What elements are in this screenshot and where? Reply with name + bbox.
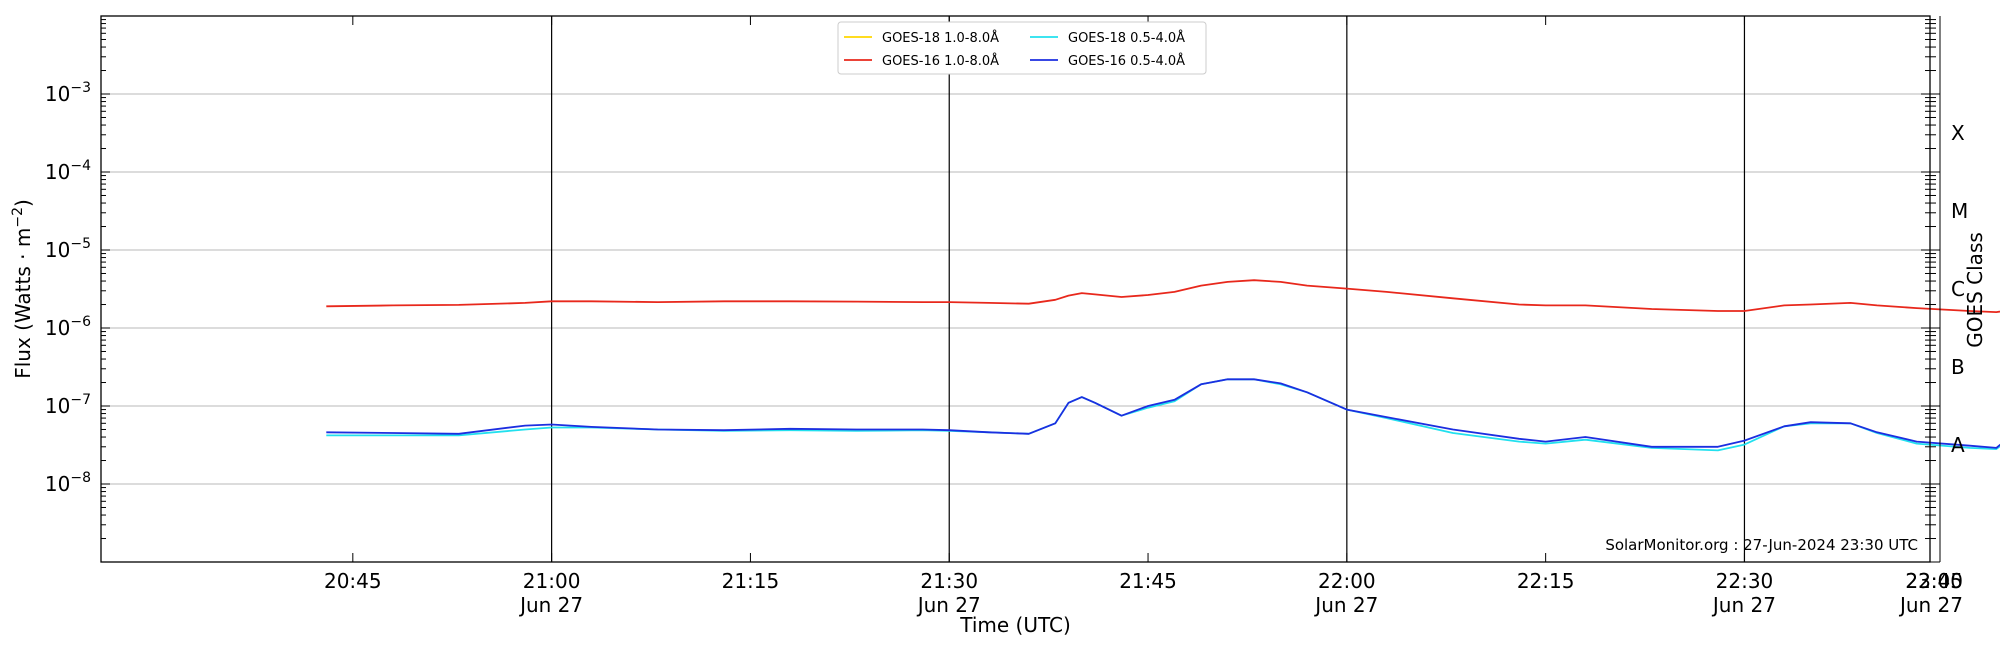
y-tick-label: 10−5 bbox=[45, 236, 91, 262]
x-tick-label: 21:45 bbox=[1119, 569, 1177, 593]
plot-frame bbox=[100, 15, 1931, 563]
x-tick-date-label: Jun 27 bbox=[1898, 593, 1963, 617]
y-tick-base: 10 bbox=[45, 82, 70, 106]
legend-box bbox=[837, 21, 1207, 75]
x-tick-label: 22:30 bbox=[1716, 569, 1774, 593]
y-tick-base: 10 bbox=[45, 238, 70, 262]
x-tick-date-label: Jun 27 bbox=[518, 593, 583, 617]
y-tick-exponent: −7 bbox=[70, 392, 91, 408]
y-tick-base: 10 bbox=[45, 316, 70, 340]
goes-class-a: A bbox=[1951, 433, 1965, 457]
x-tick-label: 22:45 bbox=[1905, 569, 1963, 593]
y-tick-exponent: −5 bbox=[70, 236, 91, 252]
y-tick-label: 10−7 bbox=[45, 392, 91, 418]
legend-label-1: GOES-16 1.0-8.0Å bbox=[882, 53, 999, 69]
y-tick-base: 10 bbox=[45, 160, 70, 184]
goes-class-b: B bbox=[1951, 355, 1965, 379]
legend-label-3: GOES-16 0.5-4.0Å bbox=[1068, 53, 1185, 69]
goes-class-axis-label: GOES Class bbox=[1963, 232, 1987, 348]
y-tick-exponent: −6 bbox=[70, 314, 91, 330]
x-tick-date-label: Jun 27 bbox=[1711, 593, 1776, 617]
goes-class-labels: A B C M X bbox=[1951, 121, 1968, 457]
series-lines bbox=[326, 279, 2000, 452]
goes-class-c: C bbox=[1951, 277, 1965, 301]
y-tick-exponent: −3 bbox=[70, 80, 91, 96]
y-tick-base: 10 bbox=[45, 394, 70, 418]
vertical-day-lines bbox=[551, 16, 1746, 562]
y-tick-exponent: −8 bbox=[70, 470, 91, 486]
y-tick-label: 10−3 bbox=[45, 80, 91, 106]
source-watermark: SolarMonitor.org : 27-Jun-2024 23:30 UTC bbox=[1605, 536, 1918, 554]
y-tick-base: 10 bbox=[45, 472, 70, 496]
grid-lines bbox=[101, 93, 1930, 485]
series-line-3 bbox=[326, 378, 2000, 449]
legend-label-2: GOES-18 0.5-4.0Å bbox=[1068, 30, 1185, 46]
x-tick-label: 21:30 bbox=[920, 569, 978, 593]
x-tick-label: 23:00 bbox=[1905, 569, 1963, 593]
x-tick-label: 20:45 bbox=[324, 569, 382, 593]
y-tick-exponent: −4 bbox=[70, 158, 91, 174]
x-tick-date-label: Jun 27 bbox=[916, 593, 981, 617]
series-line-1 bbox=[326, 279, 2000, 314]
y-axis-label: Flux (Watts · m−2) bbox=[10, 199, 35, 379]
goes-class-x: X bbox=[1951, 121, 1965, 145]
x-tick-label: 21:00 bbox=[523, 569, 581, 593]
y-tick-label: 10−8 bbox=[45, 470, 91, 496]
y-axis-ticks: 10−810−710−610−510−410−3 bbox=[45, 16, 1941, 563]
legend: GOES-18 1.0-8.0Å GOES-18 0.5-4.0Å GOES-16 … bbox=[837, 21, 1207, 75]
legend-label-0: GOES-18 1.0-8.0Å bbox=[882, 30, 999, 46]
y-tick-label: 10−6 bbox=[45, 314, 91, 340]
goes-class-m: M bbox=[1951, 199, 1968, 223]
x-axis-label: Time (UTC) bbox=[959, 613, 1071, 637]
x-tick-label: 22:00 bbox=[1318, 569, 1376, 593]
x-tick-date-label: Jun 27 bbox=[1313, 593, 1378, 617]
x-tick-label: 22:15 bbox=[1517, 569, 1575, 593]
x-tick-label: 21:15 bbox=[722, 569, 780, 593]
y-tick-label: 10−4 bbox=[45, 158, 91, 184]
